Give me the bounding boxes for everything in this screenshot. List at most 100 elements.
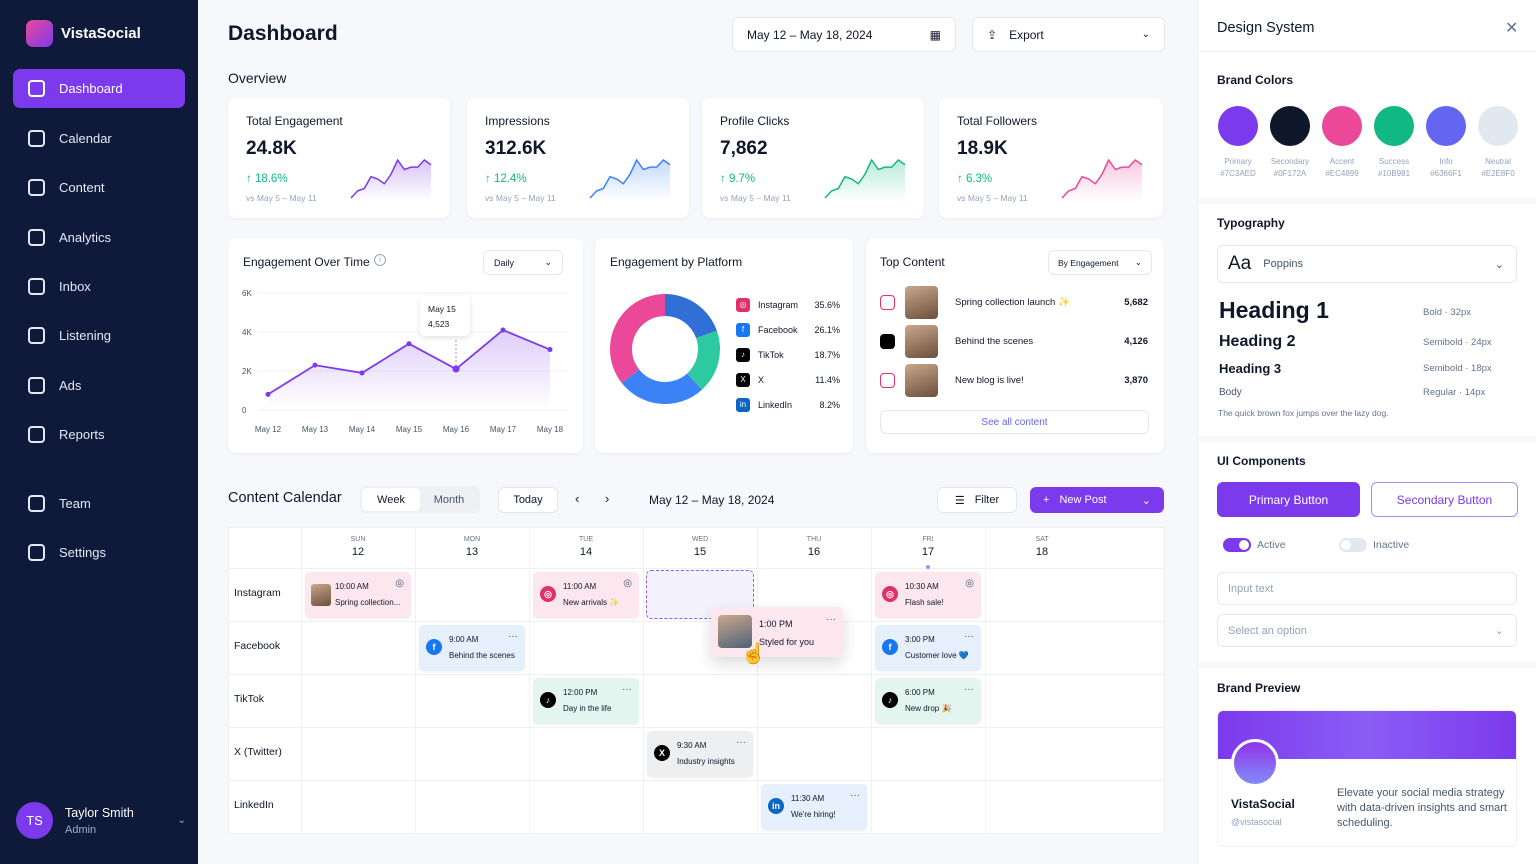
sidebar-item-label: Content xyxy=(59,180,105,195)
card-title: Engagement by Platform xyxy=(610,255,743,269)
sidebar-item-reports[interactable]: Reports xyxy=(13,415,185,454)
more-icon[interactable]: ··· xyxy=(964,684,974,695)
row-label-platform: LinkedIn xyxy=(234,799,274,811)
preview-logo-icon xyxy=(1231,739,1279,787)
kpi-title: Total Engagement xyxy=(246,114,343,128)
more-icon[interactable]: ··· xyxy=(736,737,746,748)
legend-item: in LinkedIn 8.2% xyxy=(736,398,840,412)
today-indicator xyxy=(926,565,930,569)
tab-week[interactable]: Week xyxy=(362,488,420,511)
instagram-icon[interactable]: ◎ xyxy=(623,578,632,589)
event-time: 10:00 AM xyxy=(335,582,369,591)
instagram-icon[interactable]: ◎ xyxy=(395,578,404,589)
color-swatch-neutral[interactable] xyxy=(1478,106,1518,146)
sidebar-item-content[interactable]: Content xyxy=(13,168,185,207)
row-divider xyxy=(229,621,1164,622)
sidebar-item-inbox[interactable]: Inbox xyxy=(13,267,185,306)
top-content-item[interactable]: Spring collection launch ✨ 5,682 xyxy=(880,285,1148,319)
new-post-button[interactable]: + New Post ⌄ xyxy=(1030,487,1164,513)
option-select[interactable]: Select an option ⌄ xyxy=(1217,614,1517,647)
donut-slice-instagram xyxy=(610,294,665,383)
calendar-event[interactable]: f 3:00 PM Customer love 💙 ··· xyxy=(875,625,981,671)
primary-button[interactable]: Primary Button xyxy=(1217,482,1360,517)
color-swatch-accent[interactable] xyxy=(1322,106,1362,146)
kpi-card: Impressions 312.6K ↑ 12.4% vs May 5 – May 1… xyxy=(467,98,689,218)
sidebar-item-listening[interactable]: Listening xyxy=(13,316,185,355)
instagram-icon[interactable]: ◎ xyxy=(965,578,974,589)
column-divider xyxy=(415,528,416,833)
type-spec: Regular · 14px xyxy=(1423,387,1486,398)
export-button[interactable]: ⇪ Export ⌄ xyxy=(972,17,1165,52)
font-select[interactable]: Aa Poppins ⌄ xyxy=(1217,245,1517,283)
more-icon[interactable]: ··· xyxy=(964,631,974,642)
today-button[interactable]: Today xyxy=(498,487,558,513)
more-icon[interactable]: ··· xyxy=(850,790,860,801)
calendar-event[interactable]: ◎ 11:00 AM New arrivals ✨ ◎ xyxy=(533,572,639,618)
facebook-icon: f xyxy=(882,639,898,655)
top-content-item[interactable]: Behind the scenes 4,126 xyxy=(880,324,1148,358)
chart-tooltip: May 15 4,523 xyxy=(420,296,470,336)
date-range-picker[interactable]: May 12 – May 18, 2024 ▦ xyxy=(732,17,956,52)
color-swatch-info[interactable] xyxy=(1426,106,1466,146)
sort-value: By Engagement xyxy=(1058,257,1119,268)
event-title: Styled for you xyxy=(759,637,815,647)
see-all-content-button[interactable]: See all content xyxy=(880,410,1149,434)
linkedin-icon: in xyxy=(768,798,784,814)
chevron-left-icon[interactable]: ‹ xyxy=(575,491,580,506)
user-menu[interactable]: TS Taylor Smith Admin ⌄ xyxy=(16,802,186,839)
x-icon: X xyxy=(736,373,750,387)
calendar-event[interactable]: f 9:00 AM Behind the scenes ··· xyxy=(419,625,525,671)
calendar-event[interactable]: ♪ 12:00 PM Day in the life ··· xyxy=(533,678,639,724)
sidebar-item-settings[interactable]: Settings xyxy=(13,533,185,572)
close-icon[interactable]: ✕ xyxy=(1505,20,1519,37)
info-icon[interactable]: i xyxy=(374,254,386,266)
kpi-change: ↑ 6.3% xyxy=(957,173,993,185)
donut-slice-facebook xyxy=(621,369,702,404)
more-icon[interactable]: ··· xyxy=(508,631,518,642)
dragging-event[interactable]: 1:00 PM Styled for you ··· xyxy=(711,607,843,657)
period-select[interactable]: Daily ⌄ xyxy=(483,250,563,275)
sidebar-item-ads[interactable]: Ads xyxy=(13,366,185,405)
more-icon[interactable]: ··· xyxy=(826,614,836,625)
sidebar-item-calendar[interactable]: Calendar xyxy=(13,119,185,158)
top-content-item[interactable]: New blog is live! 3,870 xyxy=(880,363,1148,397)
text-input[interactable]: Input text xyxy=(1217,572,1517,605)
filter-button[interactable]: ☰ Filter xyxy=(937,487,1017,513)
secondary-button[interactable]: Secondary Button xyxy=(1371,482,1518,517)
calendar-event[interactable]: X 9:30 AM Industry insights ··· xyxy=(647,731,753,777)
calendar-event[interactable]: 10:00 AM Spring collection... ◎ xyxy=(305,572,411,618)
toggle-inactive[interactable] xyxy=(1339,538,1367,552)
chevron-right-icon[interactable]: › xyxy=(605,491,610,506)
date-range-text: May 12 – May 18, 2024 xyxy=(747,27,873,42)
kpi-title: Total Followers xyxy=(957,114,1038,128)
more-icon[interactable]: ··· xyxy=(622,684,632,695)
toggle-active[interactable] xyxy=(1223,538,1251,552)
legend-value: 35.6% xyxy=(814,300,840,310)
app-logo[interactable]: VistaSocial xyxy=(26,20,141,47)
kpi-value: 18.9K xyxy=(957,138,1008,159)
legend-item: f Facebook 26.1% xyxy=(736,323,840,337)
card-title: Top Content xyxy=(880,255,945,269)
input-placeholder: Input text xyxy=(1228,582,1274,595)
color-label: Primary #7C3AED xyxy=(1208,156,1268,180)
calendar-event[interactable]: in 11:30 AM We're hiring! ··· xyxy=(761,784,867,830)
user-role: Admin xyxy=(65,823,97,836)
sort-select[interactable]: By Engagement ⌄ xyxy=(1048,250,1152,275)
type-spec: Bold · 32px xyxy=(1423,307,1472,318)
font-name: Poppins xyxy=(1263,258,1304,270)
color-swatch-success[interactable] xyxy=(1374,106,1414,146)
sidebar-item-dashboard[interactable]: Dashboard xyxy=(13,69,185,108)
instagram-icon xyxy=(880,294,895,310)
card-title: Engagement Over Time xyxy=(243,255,370,269)
sidebar-item-label: Inbox xyxy=(59,279,91,294)
tiktok-icon: ♪ xyxy=(736,348,750,362)
sidebar-item-analytics[interactable]: Analytics xyxy=(13,218,185,257)
sidebar-item-team[interactable]: Team xyxy=(13,484,185,523)
kpi-sparkline xyxy=(824,158,906,201)
color-swatch-secondary[interactable] xyxy=(1270,106,1310,146)
tab-month[interactable]: Month xyxy=(433,493,465,506)
color-swatch-primary[interactable] xyxy=(1218,106,1258,146)
calendar-event[interactable]: ◎ 10:30 AM Flash sale! ◎ xyxy=(875,572,981,618)
calendar-event[interactable]: ♪ 6:00 PM New drop 🎉 ··· xyxy=(875,678,981,724)
day-number: 12 xyxy=(351,546,365,558)
